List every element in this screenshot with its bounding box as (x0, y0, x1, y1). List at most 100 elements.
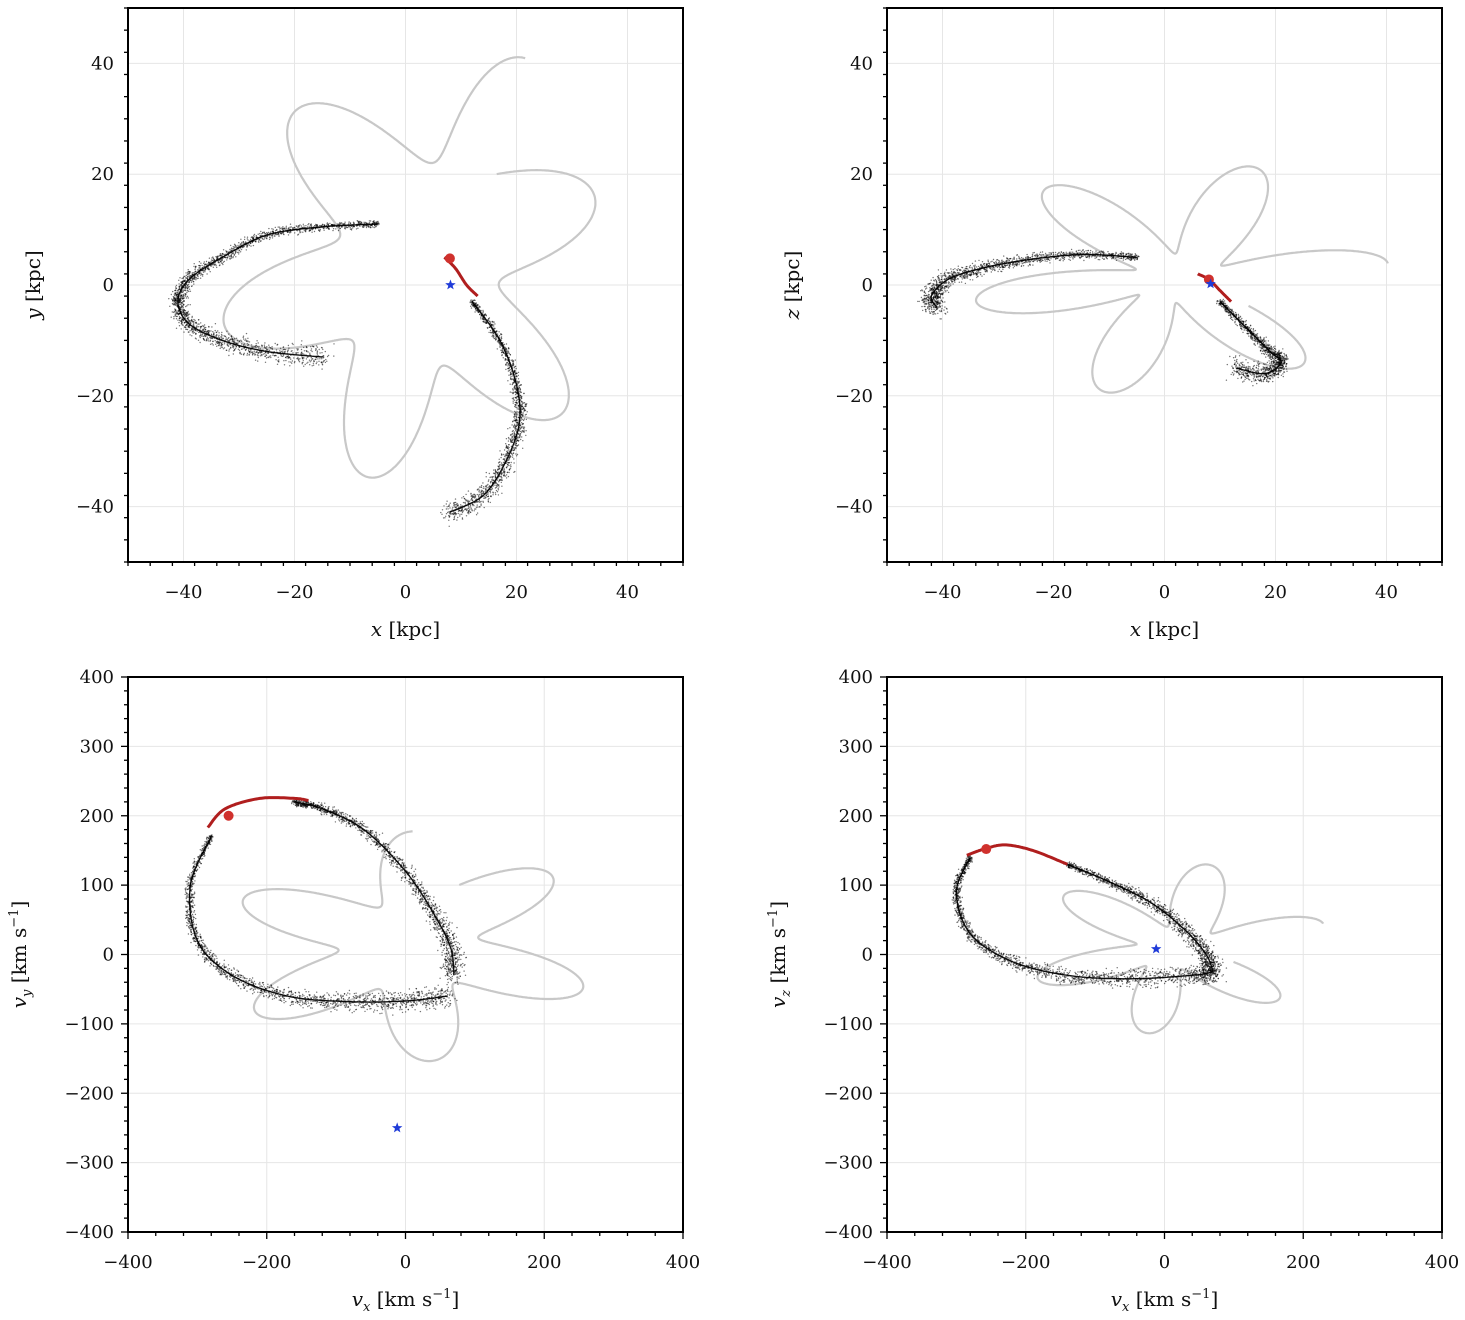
stream-particle (186, 297, 187, 298)
stream-particle (470, 300, 471, 301)
stream-particle (201, 332, 202, 333)
stream-particle (948, 281, 949, 282)
stream-particle (231, 256, 232, 257)
stream-particle (510, 377, 511, 378)
stream-particle (1077, 255, 1078, 256)
stream-particle (941, 286, 942, 287)
stream-particle (496, 336, 497, 337)
stream-particle (500, 333, 501, 334)
stream-particle (510, 354, 511, 355)
stream-particle (194, 279, 195, 280)
stream-particle (258, 357, 259, 358)
stream-particle (307, 362, 308, 363)
stream-particle (493, 469, 494, 470)
stream-particle (922, 290, 923, 291)
stream-particle (178, 289, 179, 290)
stream-particle (240, 244, 241, 245)
stream-particle (1069, 253, 1070, 254)
stream-particle (315, 228, 316, 229)
stream-particle (496, 490, 497, 491)
stream-particle (516, 455, 517, 456)
stream-particle (525, 410, 526, 411)
stream-particle (995, 266, 996, 267)
stream-particle (970, 279, 971, 280)
stream-particle (936, 285, 937, 286)
stream-particle (322, 349, 323, 350)
stream-particle (203, 326, 204, 327)
stream-particle (187, 304, 188, 305)
stream-particle (462, 505, 463, 506)
stream-particle (514, 437, 515, 438)
stream-particle (518, 401, 519, 402)
progenitor-marker (445, 253, 455, 263)
stream-particle (494, 485, 495, 486)
stream-particle (475, 303, 476, 304)
stream-particle (475, 508, 476, 509)
stream-particle (464, 498, 465, 499)
stream-particle (497, 474, 498, 475)
stream-particle (1096, 254, 1097, 255)
stream-particle (509, 427, 510, 428)
stream-particle (228, 346, 229, 347)
stream-particle (472, 503, 473, 504)
stream-particle (353, 222, 354, 223)
stream-particle (223, 348, 224, 349)
stream-particle (226, 251, 227, 252)
stream-particle (1006, 261, 1007, 262)
stream-particle (215, 265, 216, 266)
stream-particle (489, 321, 490, 322)
stream-particle (514, 400, 515, 401)
stream-particle (513, 443, 514, 444)
stream-particle (454, 510, 455, 511)
stream-particle (522, 402, 523, 403)
stream-particle (512, 454, 513, 455)
stream-particle (309, 231, 310, 232)
stream-particle (944, 279, 945, 280)
stream-particle (319, 227, 320, 228)
stream-particle (1009, 260, 1010, 261)
stream-particle (1023, 260, 1024, 261)
stream-particle (1016, 265, 1017, 266)
stream-particle (1030, 257, 1031, 258)
stream-particle (521, 422, 522, 423)
stream-particle (946, 269, 947, 270)
stream-particle (278, 233, 279, 234)
stream-particle (513, 389, 514, 390)
stream-particle (494, 328, 495, 329)
stream-particle (506, 343, 507, 344)
stream-particle (262, 354, 263, 355)
stream-particle (944, 290, 945, 291)
stream-particle (477, 494, 478, 495)
stream-particle (1035, 256, 1036, 257)
stream-particle (508, 448, 509, 449)
stream-particle (515, 394, 516, 395)
stream-particle (499, 464, 500, 465)
stream-particle (487, 320, 488, 321)
stream-particle (492, 477, 493, 478)
stream-particle (1067, 253, 1068, 254)
stream-particle (487, 494, 488, 495)
stream-particle (269, 237, 270, 238)
stream-particle (947, 285, 948, 286)
stream-particle (183, 280, 184, 281)
stream-particle (269, 239, 270, 240)
stream-particle (993, 269, 994, 270)
stream-particle (988, 265, 989, 266)
stream-particle (964, 275, 965, 276)
stream-particle (238, 345, 239, 346)
stream-particle (307, 351, 308, 352)
stream-particle (287, 353, 288, 354)
stream-particle (299, 231, 300, 232)
stream-particle (947, 286, 948, 287)
stream-particle (982, 261, 983, 262)
stream-particle (298, 359, 299, 360)
stream-particle (997, 267, 998, 268)
stream-particle (1120, 253, 1121, 254)
stream-particle (206, 273, 207, 274)
stream-particle (288, 345, 289, 346)
stream-particle (173, 297, 174, 298)
stream-particle (474, 300, 475, 301)
stream-particle (280, 353, 281, 354)
stream-particle (1061, 251, 1062, 252)
stream-particle (1123, 259, 1124, 260)
